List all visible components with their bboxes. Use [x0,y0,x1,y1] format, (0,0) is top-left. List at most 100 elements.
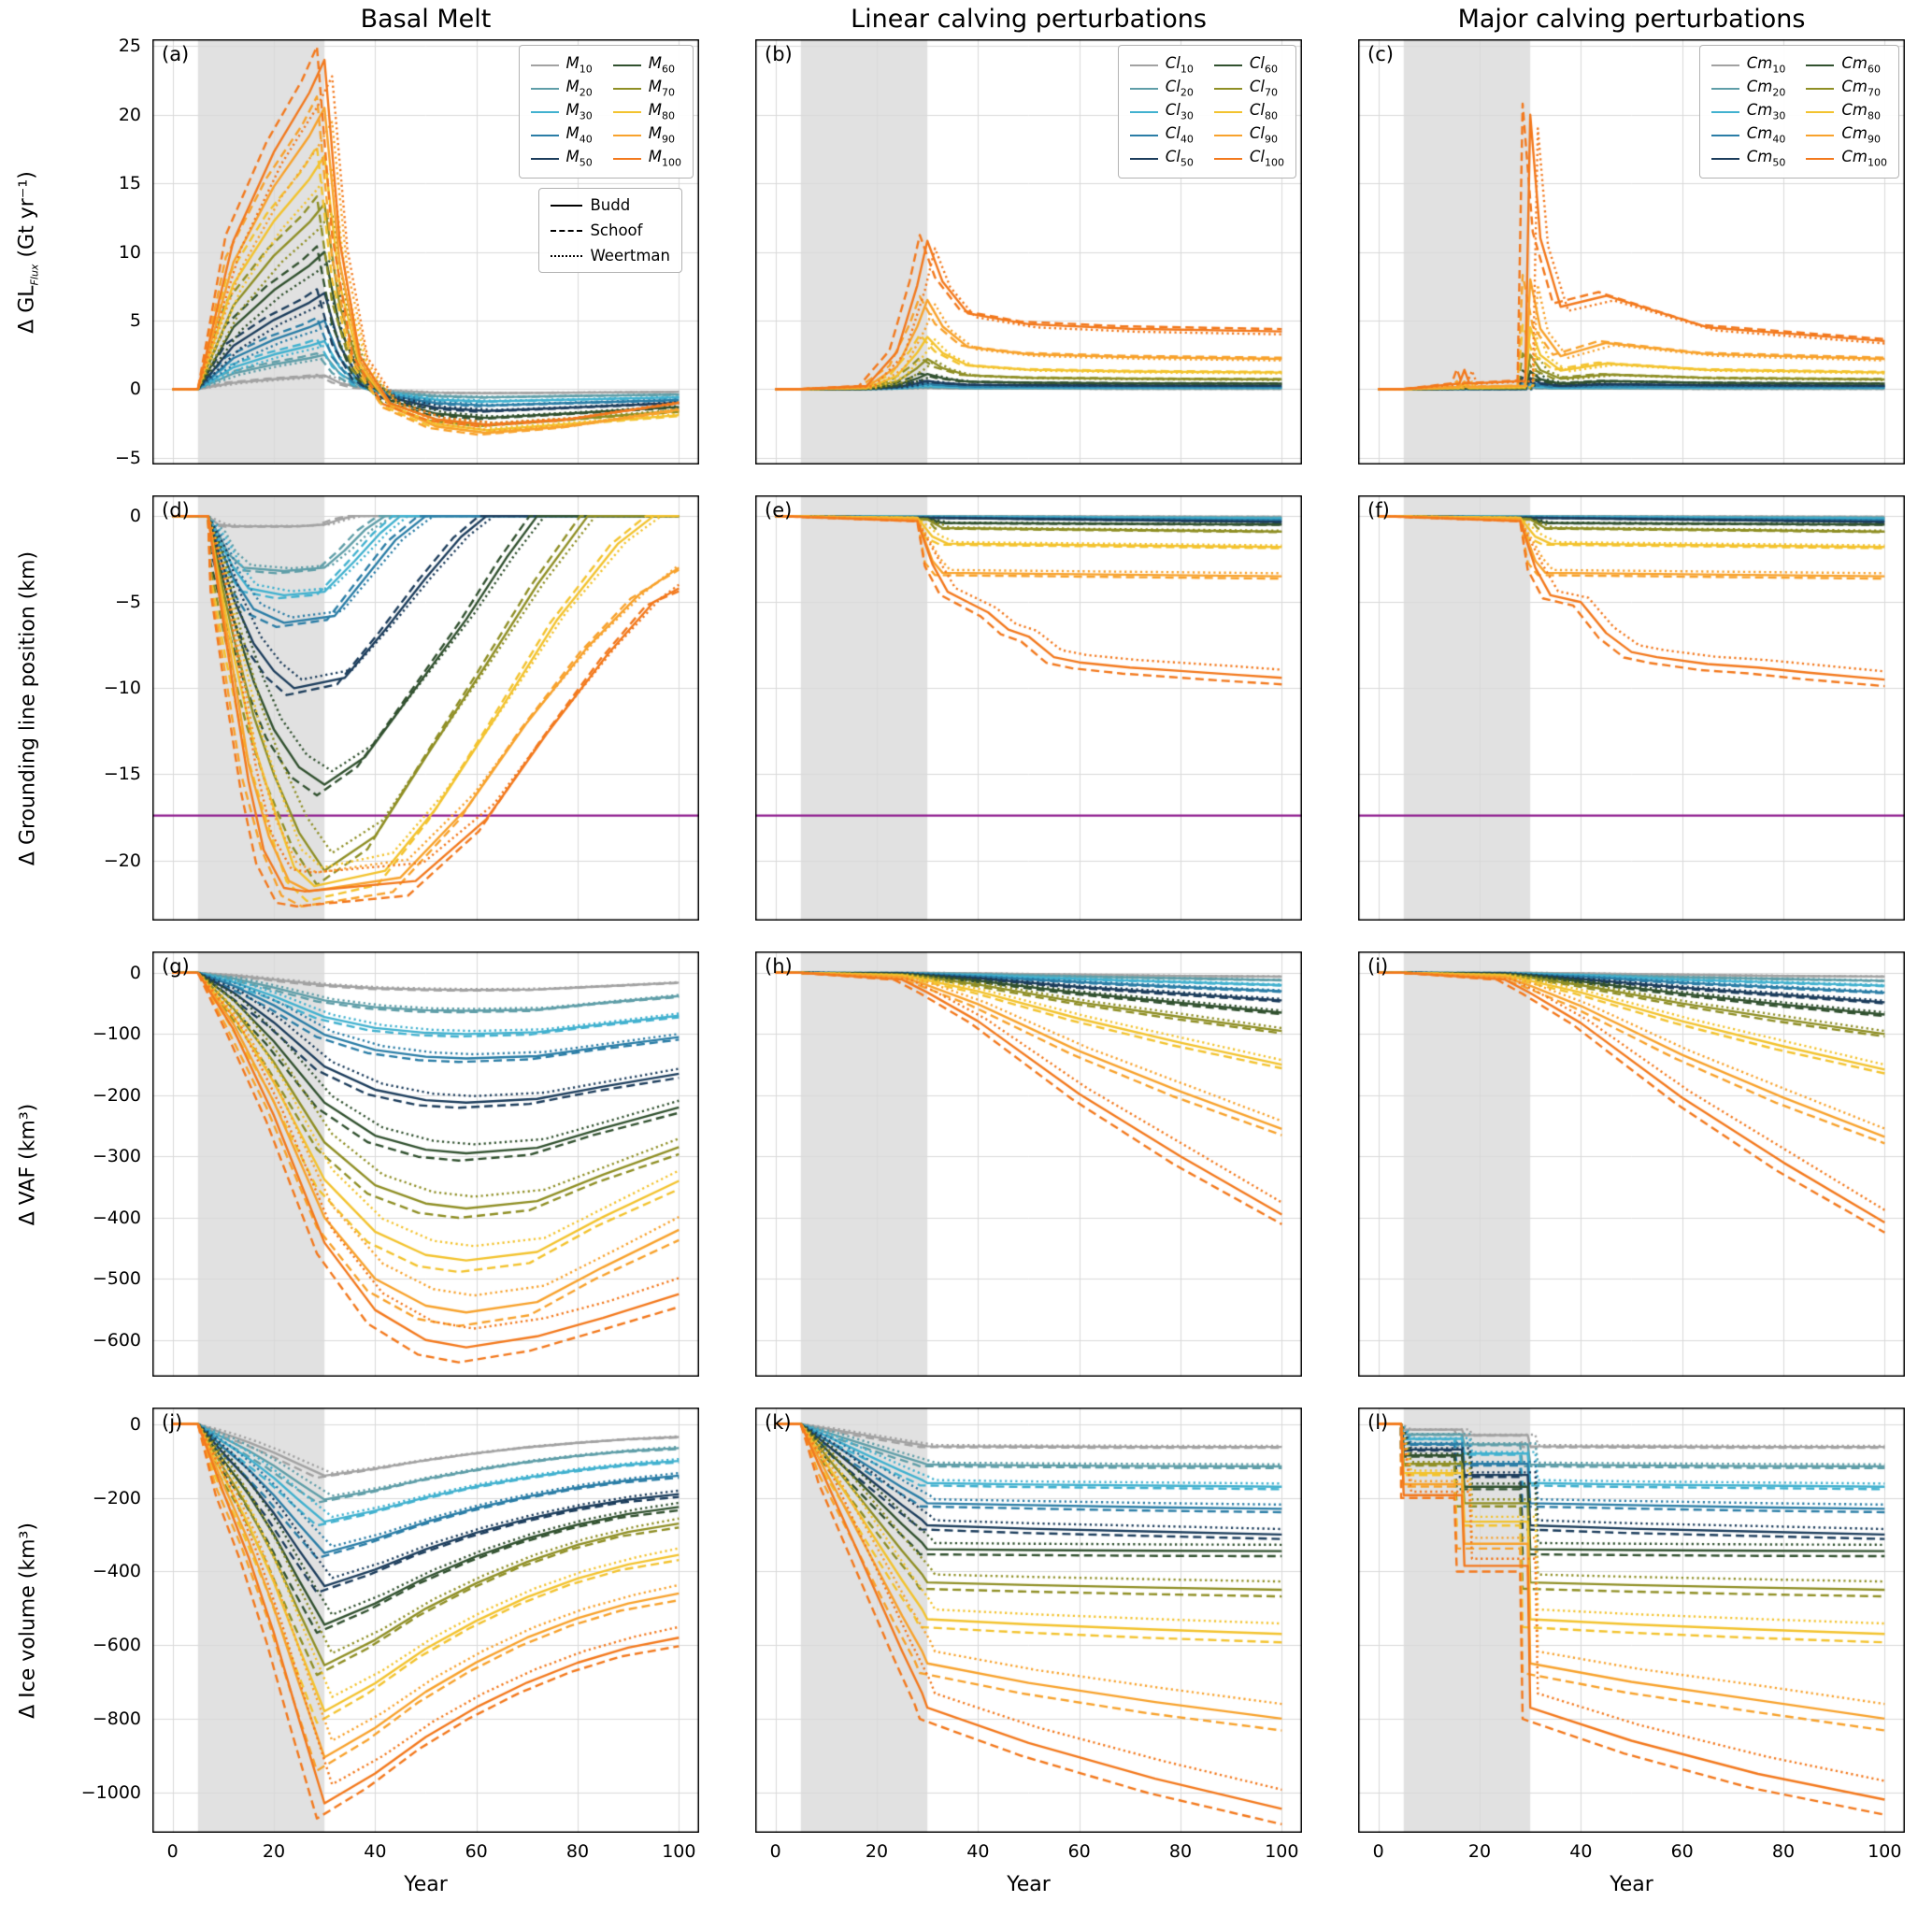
legend-item-label: Cl80 [1249,101,1278,122]
legend-item: Cm100 [1806,147,1887,170]
legend-item: Cm80 [1806,100,1887,123]
y-tick-label: −400 [92,1207,141,1228]
legend-item-label: Cm10 [1746,54,1786,76]
legend-item-label: Cm100 [1841,148,1887,169]
y-tick-label: −500 [92,1268,141,1290]
legend-item-label: Cl50 [1165,148,1194,169]
legend-line-sample [1213,134,1242,136]
legend-item: M30 [530,100,593,123]
panel-label-l: (l) [1367,1411,1389,1434]
panel-h: (h) [755,951,1302,1377]
y-tick-label: −1000 [80,1781,141,1803]
legend-item-label: M90 [648,124,675,146]
panel-label-b: (b) [765,43,793,65]
x-tick-label: 60 [1670,1841,1694,1862]
legend-item: Cm50 [1710,147,1785,170]
legend-item-label: Cm40 [1746,124,1786,146]
panel-d: (d) [152,495,699,921]
x-tick-label: 80 [1168,1841,1193,1862]
legend-line-sample [1129,64,1158,66]
legend-item-label: M40 [565,124,593,146]
panel-label-h: (h) [765,955,793,978]
legend-item-label: Cl40 [1165,124,1194,146]
column-title-basal-melt: Basal Melt [360,5,492,34]
legend-line-sample [1806,87,1835,90]
legend-item-label: Cl70 [1249,78,1278,99]
legend-line-sample [1806,110,1835,113]
legend-line-sample [1129,110,1158,113]
legend-line-sample [612,157,641,160]
x-tick-label: 80 [1771,1841,1796,1862]
x-tick-label: 0 [1372,1841,1384,1862]
y-tick-label: −5 [114,592,141,613]
legend-line-sample [612,134,641,136]
legend-line-sample [1213,110,1242,113]
y-axis-label-post: (Gt yr⁻¹) [15,170,39,264]
legend-line-sample [1710,134,1739,136]
y-axis-label-vaf-text: Δ VAF (km³) [16,1103,40,1225]
legend-item: M40 [530,123,593,147]
y-tick-label: 10 [118,241,141,263]
legend-item-label: Weertman [590,247,670,264]
legend-item: Cm90 [1806,123,1887,147]
legend-item-label: Cl90 [1249,124,1278,146]
plot-canvas-j [152,1408,699,1833]
legend-item-label: Cm80 [1841,101,1881,122]
plot-canvas-g [152,951,699,1377]
y-tick-label: −400 [92,1561,141,1582]
y-axis-label-grounding-line: Δ Grounding line position (km) [6,495,50,921]
legend-item: M80 [612,100,681,123]
legend-item-label: Cl60 [1249,54,1278,76]
legend-item: Schoof [551,222,670,239]
x-tick-label: 20 [1467,1841,1492,1862]
panel-i: (i) [1358,951,1905,1377]
y-axis-label-ice-volume-text: Δ Ice volume (km³) [16,1522,40,1719]
y-axis-label-gl-flux-text: Δ GLFlux (Gt yr⁻¹) [15,171,40,334]
legend-item: M70 [612,77,681,100]
y-axis-label-grounding-line-text: Δ Grounding line position (km) [16,550,40,865]
legend-item: Cl20 [1129,77,1194,100]
x-tick-label: 40 [1569,1841,1593,1862]
legend-item-label: Cl20 [1165,78,1194,99]
line-style-legend: Budd Schoof Weertman [538,188,682,273]
legend-item: M20 [530,77,593,100]
legend-item-label: Cl30 [1165,101,1194,122]
y-tick-label: −300 [92,1146,141,1167]
plot-canvas-l [1358,1408,1905,1833]
legend-item-label: M100 [648,148,681,169]
legend-item-label: M30 [565,101,593,122]
panel-b: (b) Cl10 Cl20 Cl30 Cl40 Cl50 Cl60 Cl70 Cl80 Cl90 C… [755,39,1302,465]
x-tick-label: 60 [465,1841,488,1862]
legend-item: Cm40 [1710,123,1786,147]
y-tick-label: −600 [92,1635,141,1656]
legend-line-sample [551,204,583,207]
legend-item: Weertman [551,247,670,264]
y-tick-label: 0 [129,506,141,527]
legend-item-label: Cl100 [1249,148,1284,169]
legend-line-sample [612,64,641,66]
y-tick-label: −800 [92,1708,141,1729]
legend-item: Cl50 [1129,147,1194,170]
y-axis-label-vaf: Δ VAF (km³) [6,951,50,1377]
legend-item: Cl40 [1129,123,1194,147]
legend-item: M10 [530,53,593,77]
legend-item: Cl100 [1213,147,1284,170]
x-tick-label: 80 [565,1841,590,1862]
panel-label-d: (d) [162,499,190,522]
legend-item: Cl10 [1129,53,1194,77]
legend-item-label: M20 [565,78,593,99]
legend-item-label: M50 [565,148,593,169]
legend-item: Cm70 [1806,77,1887,100]
y-tick-label: 0 [129,379,141,400]
legend-item: M100 [612,147,681,170]
legend-item: Cl60 [1213,53,1284,77]
legend-line-sample [1710,87,1739,90]
x-tick-label: 0 [166,1841,179,1862]
x-axis-label-col1: Year [404,1873,448,1896]
legend-line-sample [551,229,583,232]
column-title-major-calving: Major calving perturbations [1457,5,1806,34]
panel-label-a: (a) [162,43,190,65]
legend-item: Budd [551,196,670,214]
legend-line-sample [1806,64,1835,66]
